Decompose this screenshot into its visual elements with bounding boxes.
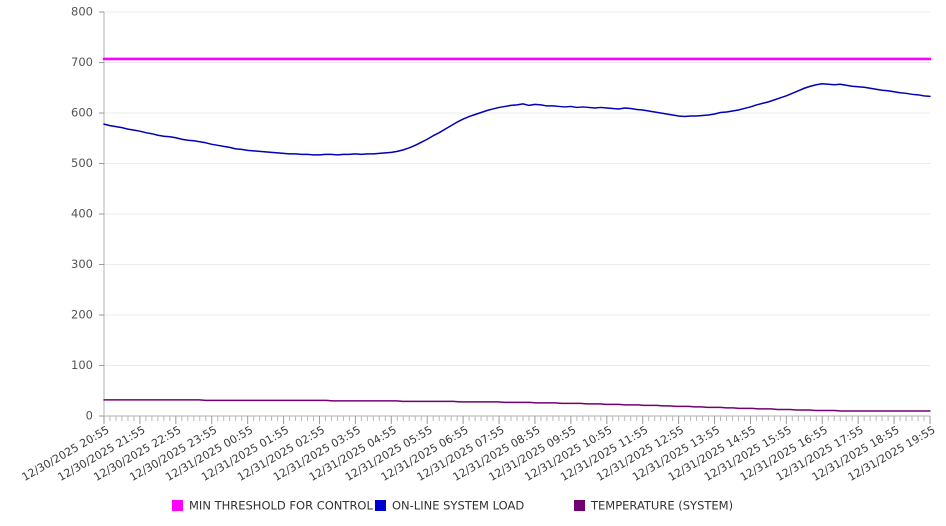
legend-swatch: [375, 500, 386, 511]
y-axis-tick-label: 700: [71, 55, 93, 69]
chart-legend: MIN THRESHOLD FOR CONTROL ON-LINE SYSTEM …: [172, 499, 733, 513]
series-lines: [102, 57, 932, 412]
legend-label: TEMPERATURE (SYSTEM): [590, 499, 733, 513]
y-axis-tick-label: 500: [71, 156, 93, 170]
legend-label: ON-LINE SYSTEM LOAD: [392, 499, 524, 513]
y-axis: 0 100 200 300 400 500 600 700 800: [71, 5, 105, 423]
gridlines: [104, 11, 930, 366]
legend-swatch: [172, 500, 183, 511]
legend-label: MIN THRESHOLD FOR CONTROL: [189, 499, 373, 513]
x-axis: [103, 415, 931, 424]
y-axis-tick-label: 0: [86, 409, 93, 423]
y-axis-tick-label: 400: [71, 207, 93, 221]
y-axis-tick-label: 100: [71, 358, 93, 372]
series-line: [103, 399, 931, 412]
legend-swatch: [574, 500, 585, 511]
y-axis-tick-label: 300: [71, 257, 93, 271]
y-axis-tick-label: 200: [71, 308, 93, 322]
y-axis-tick-label: 800: [71, 5, 93, 19]
y-axis-tick-label: 600: [71, 106, 93, 120]
series-line: [103, 82, 931, 156]
